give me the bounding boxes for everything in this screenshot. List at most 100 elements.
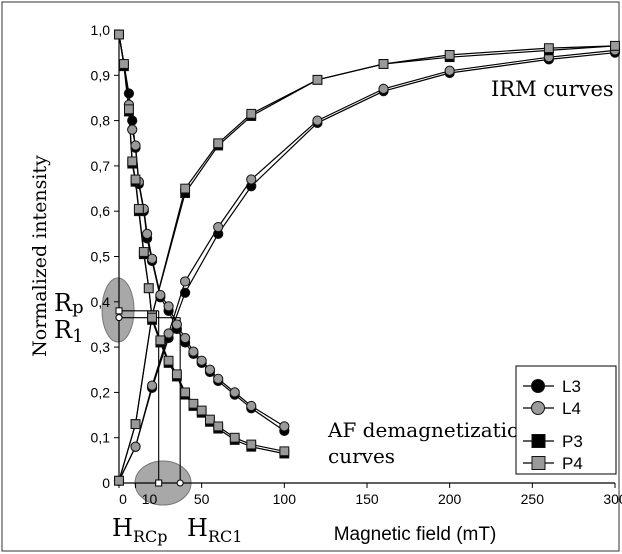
af-l4-point: [130, 140, 141, 151]
irm-l3-point: [180, 287, 191, 298]
irm-p4-point: [312, 74, 323, 85]
af-p4-point: [205, 414, 215, 425]
y-tick-label: 0,5: [91, 249, 111, 265]
rp-marker: [115, 307, 123, 315]
af-l4-point: [142, 228, 153, 239]
y-tick-label: 0,9: [91, 67, 111, 83]
legend-marker: [531, 434, 546, 448]
af-p4-point: [279, 446, 290, 457]
x-tick-label: 10: [142, 491, 158, 507]
af-p4-point: [119, 59, 129, 69]
irm-l4-point: [213, 221, 224, 233]
y-tick-label: 0,3: [91, 339, 111, 355]
y-tick-label: 0,7: [91, 158, 111, 174]
x-tick-label: 150: [355, 491, 379, 507]
x-axis-ticks: 0 10 50 100 150 200 250 300: [118, 483, 622, 507]
x-tick-label: 200: [438, 491, 462, 507]
legend: L3 L4 P3 P4: [515, 365, 617, 475]
y-tick-label: 0,1: [91, 430, 111, 446]
y-tick-label: 0,4: [91, 294, 111, 310]
af-l4-point: [127, 124, 138, 135]
legend-marker: [531, 379, 545, 393]
af-l4-point: [180, 332, 191, 344]
irm-p4-point: [444, 50, 455, 60]
x-tick-label: 50: [194, 491, 210, 507]
y-tick-label: 0,2: [91, 384, 111, 400]
irm-l4-point: [180, 276, 191, 287]
irm-l4-point: [378, 83, 389, 94]
x-tick-label: 300: [603, 491, 622, 507]
irm-curves-label: IRM curves: [491, 77, 614, 101]
af-l4-point: [163, 301, 174, 312]
af-l4-point: [229, 387, 240, 398]
af-l4-point: [246, 400, 257, 412]
x-tick-label: 250: [521, 491, 545, 507]
axis-markers: [115, 307, 184, 487]
af-l3-point: [127, 115, 138, 126]
irm-p4-point: [246, 108, 257, 119]
af-p4-point: [124, 104, 134, 115]
af-p4-point: [133, 204, 144, 214]
af-p4-point: [155, 335, 166, 346]
af-p4-point: [229, 432, 240, 443]
irm-l4-line: [118, 49, 616, 481]
af-l3-point: [123, 88, 135, 99]
af-l4-point: [155, 289, 166, 301]
irm-l4-point: [146, 380, 158, 391]
af-p4-point: [180, 387, 191, 398]
irm-l4-point: [163, 328, 174, 339]
legend-marker: [531, 456, 546, 470]
rp-label: Rp: [54, 289, 84, 318]
irm-p4-point: [180, 183, 191, 194]
af-p4-point: [213, 421, 224, 432]
af-p4-point: [127, 156, 138, 167]
x-tick-label: 100: [273, 491, 297, 507]
legend-label: P4: [562, 454, 583, 473]
hrc1-marker: [176, 479, 184, 487]
x-axis-title: Magnetic field (mT): [334, 524, 497, 545]
legend-label: P3: [562, 432, 583, 451]
af-l4-point: [204, 364, 216, 375]
y-axis-title: Normalized intensity: [29, 155, 51, 357]
af-curves-label-line1: AF demagnetization: [327, 418, 532, 442]
af-p4-point: [147, 312, 157, 323]
af-p4-point: [163, 355, 174, 366]
irm-p4-point: [213, 138, 224, 149]
irm-l4-point: [246, 174, 257, 185]
y-tick-label: 0,8: [91, 113, 111, 129]
af-p4-point: [138, 247, 149, 257]
irm-p4-point: [378, 59, 389, 69]
r1-label: R1: [54, 316, 84, 347]
irm-p4-point: [114, 475, 124, 486]
y-tick-label: 1,0: [91, 22, 111, 38]
irm-p4-point: [543, 43, 554, 54]
irm-p4-point: [130, 419, 141, 430]
af-l4-point: [146, 253, 158, 264]
r1-marker: [115, 314, 123, 322]
legend-label: L4: [562, 399, 581, 418]
af-l4-point: [279, 421, 290, 432]
af-p4-point: [114, 29, 124, 40]
x-tick-label: 0: [119, 491, 127, 507]
af-p4-point: [246, 439, 257, 450]
af-p4-point: [171, 369, 182, 380]
af-p4-point: [188, 398, 199, 409]
hrcp-marker: [155, 479, 163, 487]
legend-label: L3: [562, 377, 581, 396]
af-l4-point: [196, 355, 207, 366]
af-l4-point: [171, 319, 182, 330]
af-p4-point: [130, 174, 141, 185]
hrcp-label: HRCp: [112, 514, 167, 546]
irm-l4-point: [444, 65, 455, 76]
af-curves-label-line2: curves: [328, 444, 395, 468]
irm-l4-point: [130, 441, 141, 452]
hrc1-label: HRC1: [187, 514, 242, 546]
y-tick-label: 0,6: [91, 203, 111, 219]
irm-l4-point: [312, 115, 323, 126]
legend-marker: [531, 401, 545, 415]
series-points: [113, 29, 621, 486]
irm-p4-point: [610, 40, 620, 51]
af-l4-point: [213, 373, 224, 384]
af-p4-point: [143, 283, 154, 294]
